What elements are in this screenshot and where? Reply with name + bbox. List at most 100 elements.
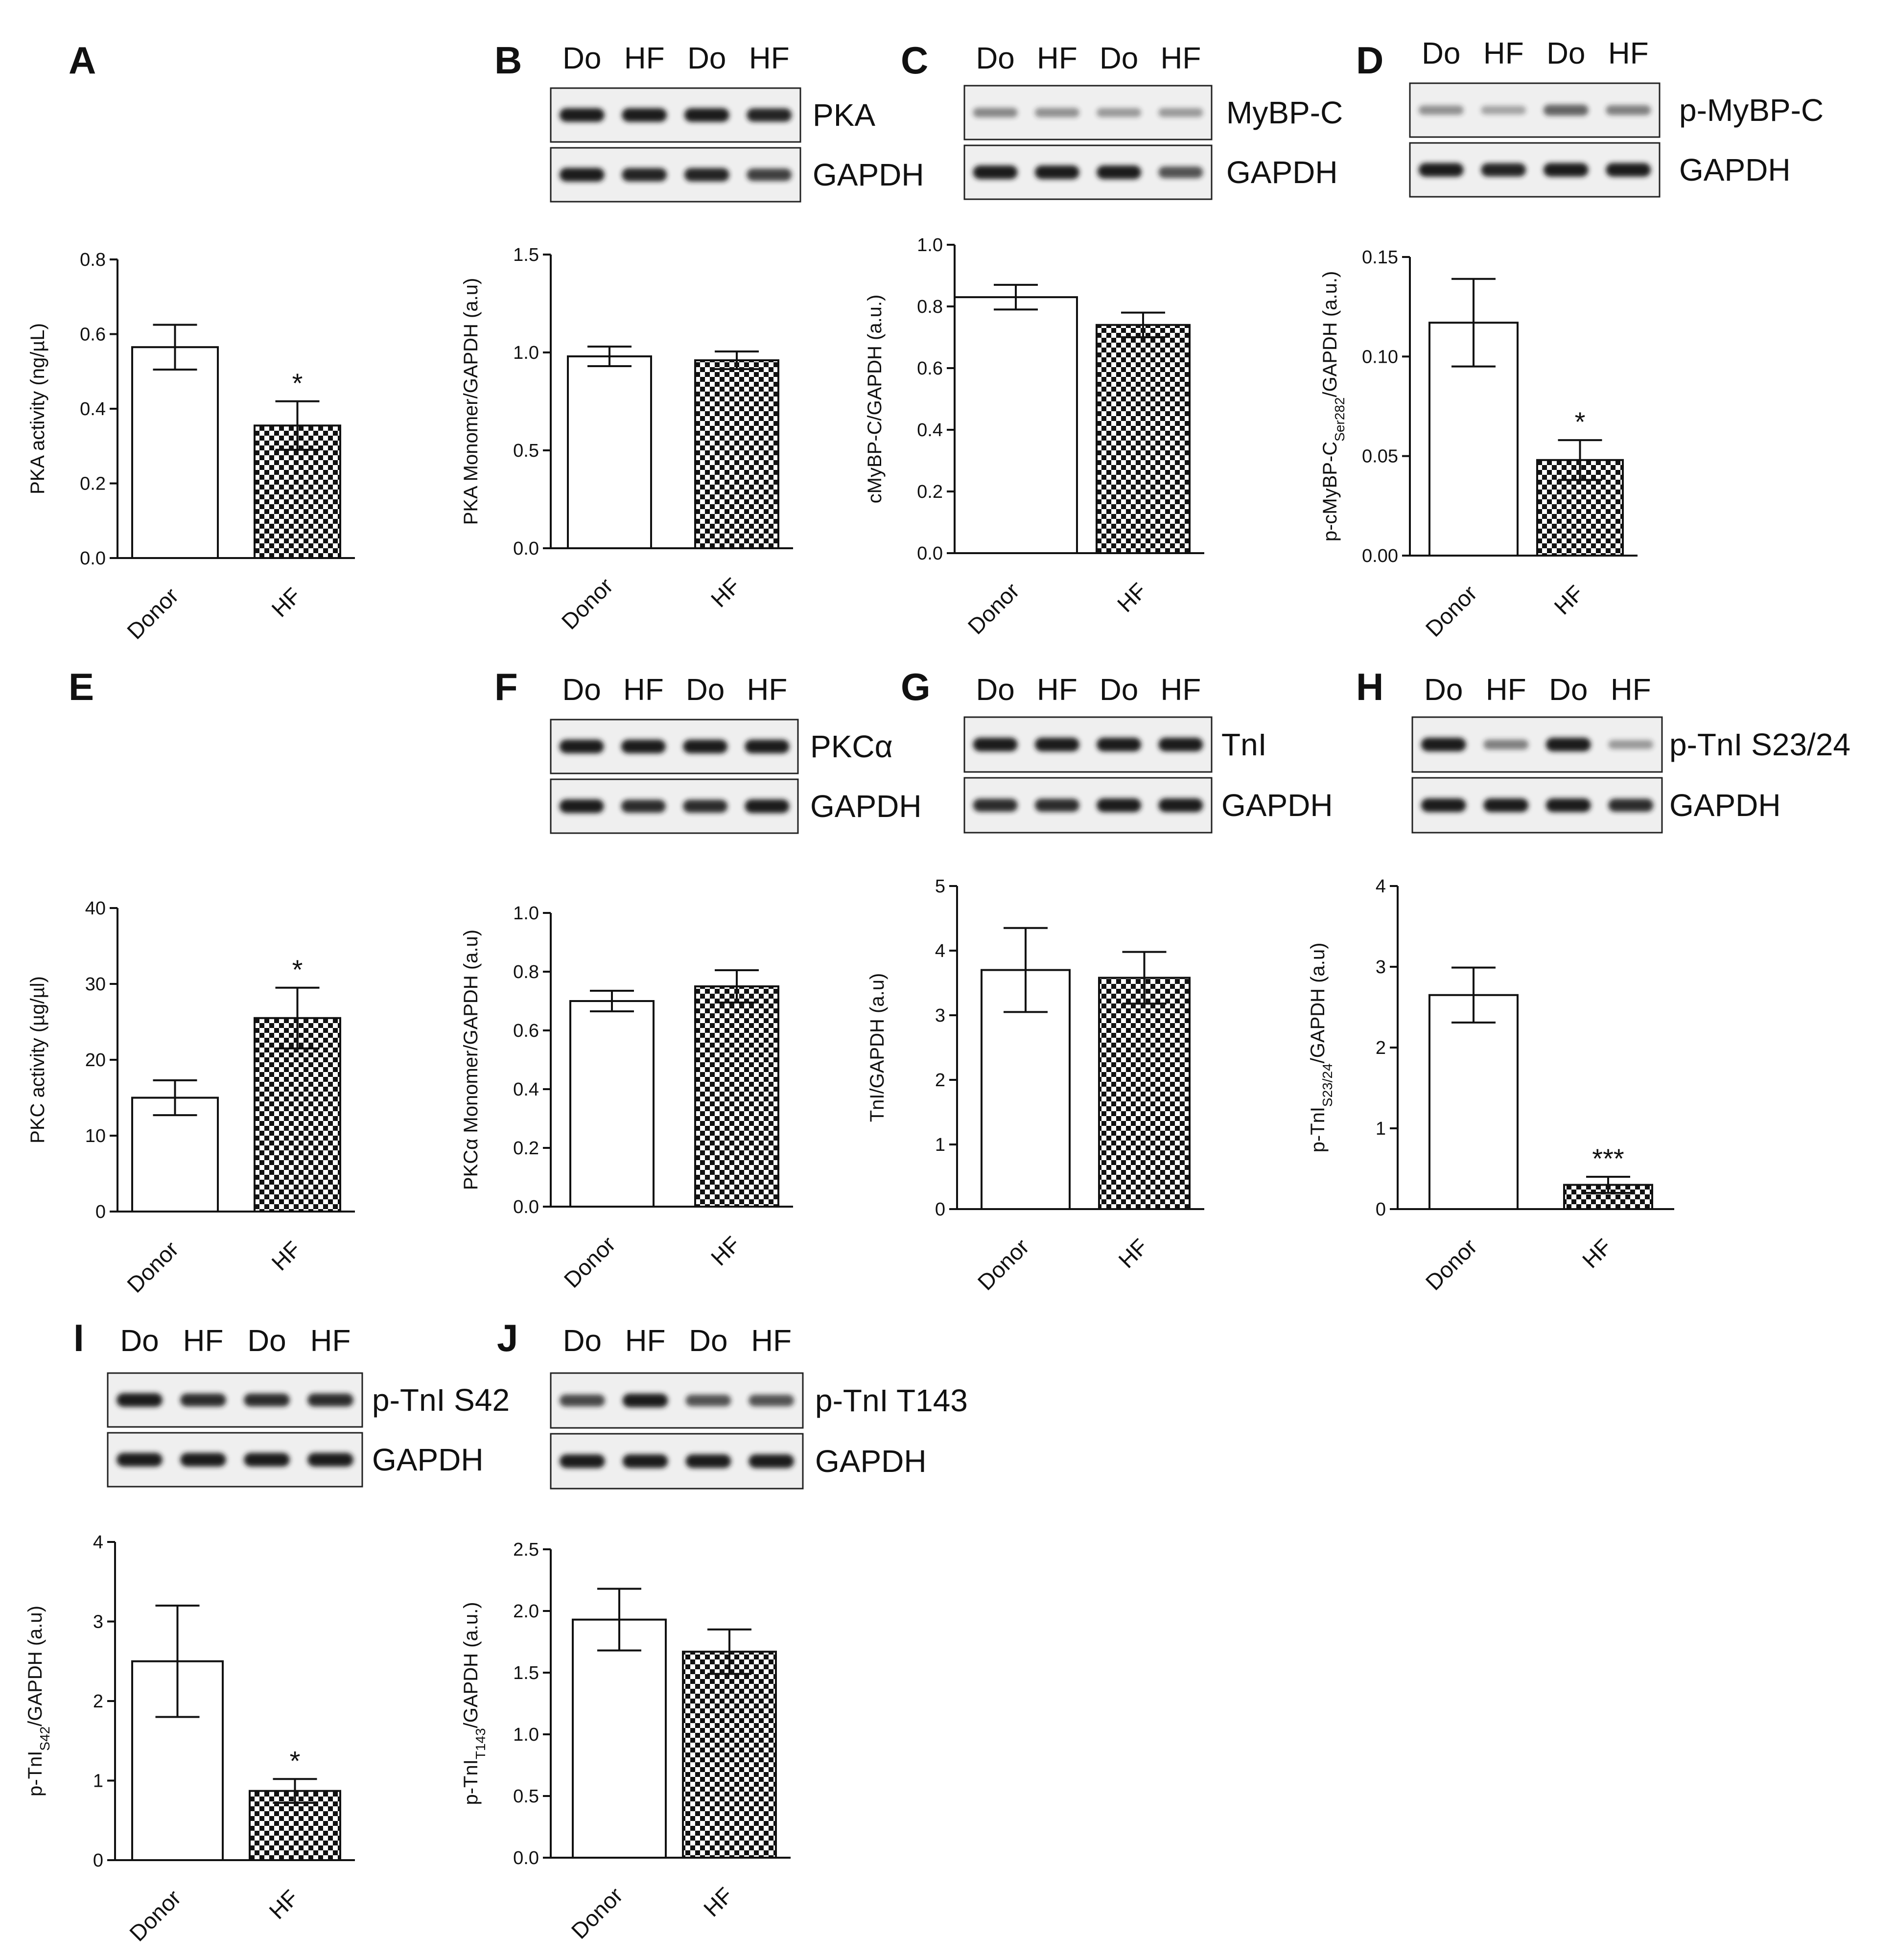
y-tick-label: 0.4 [917, 420, 943, 441]
blot-band [1158, 166, 1203, 178]
blot-band [749, 1454, 794, 1468]
panel-f: F Do HF Do HF PKCα GAPDH 0.0 0.2 0.4 0.6 0.8 1.0 PKCα… [460, 665, 922, 1293]
blot-row-label: GAPDH [1669, 788, 1781, 823]
lane-label: HF [625, 1324, 666, 1358]
y-tick-label: 2.0 [513, 1601, 539, 1622]
blot-band [307, 1453, 353, 1467]
blot-band [747, 108, 792, 122]
x-tick-label: Donor [973, 1234, 1034, 1295]
lane-label: HF [623, 673, 664, 707]
blot-row-label: GAPDH [815, 1444, 927, 1479]
blot-band [1421, 798, 1466, 812]
lane-label: HF [1161, 42, 1201, 75]
blot-band [973, 798, 1018, 812]
blot-band [1483, 798, 1529, 812]
blot-row-label: p-MyBP-C [1679, 93, 1824, 128]
lane-label: Do [689, 1324, 727, 1358]
blot-band [1418, 163, 1464, 177]
lane-label: Do [1424, 673, 1463, 707]
y-tick-label: 2 [1376, 1038, 1386, 1058]
x-tick-label: HF [1113, 1234, 1152, 1273]
bar-hf [1096, 324, 1191, 554]
y-tick-label: 3 [93, 1612, 103, 1633]
blot-row-label: MyBP-C [1226, 95, 1343, 130]
y-axis-title: p-cMyBP-CSer282/GAPDH (a.u.) [1319, 271, 1347, 542]
blot-band [683, 740, 728, 753]
lane-label: Do [563, 1324, 602, 1358]
y-tick-label: 0.2 [917, 482, 943, 502]
lane-label: Do [247, 1324, 286, 1358]
bar-hf [254, 1017, 341, 1213]
lane-label: HF [1037, 673, 1077, 707]
blot-band [745, 799, 790, 813]
y-axis-title: PKCα Monomer/GAPDH (a.u) [460, 930, 482, 1190]
blot-row-label: GAPDH [1679, 152, 1791, 187]
lane-label: HF [1161, 673, 1201, 707]
significance-marker: * [290, 1745, 301, 1776]
bar-chart-i: 0 1 2 3 4 p-TnIS42/GAPDH (a.u) Donor * HF [24, 1532, 355, 1946]
y-tick-label: 1.0 [513, 343, 539, 363]
x-tick-label: Donor [1421, 580, 1482, 641]
lane-label: HF [310, 1324, 351, 1358]
lane-label: HF [749, 42, 790, 75]
blot-band [559, 108, 605, 122]
blot-row-label: p-TnI T143 [815, 1383, 968, 1418]
blot-band [622, 1394, 668, 1407]
lane-label: HF [1611, 673, 1651, 707]
blot-band [621, 799, 666, 813]
panel-label-i: I [73, 1316, 84, 1359]
panel-e: E 0 10 20 30 40 PKC activity (µg/µl) Donor * HF [27, 665, 355, 1298]
lane-label: HF [1486, 673, 1526, 707]
blot-band [1034, 738, 1079, 751]
y-tick-label: 0.6 [917, 358, 943, 379]
panel-label-g: G [901, 665, 931, 708]
bar-donor [1428, 994, 1519, 1210]
x-tick-label: Donor [122, 1236, 183, 1297]
blot-band [1158, 738, 1203, 751]
lane-label: Do [562, 42, 601, 75]
bar-donor [572, 1618, 667, 1859]
lane-label: Do [686, 673, 725, 707]
y-tick-label: 5 [935, 876, 945, 897]
bar-chart-j: 0.0 0.5 1.0 1.5 2.0 2.5 p-TnIT143/GAPDH (a.u.)… [460, 1540, 791, 1944]
x-tick-label: Donor [1421, 1234, 1482, 1295]
x-tick-label: Donor [124, 1885, 186, 1946]
panel-a: A 0.0 0.2 0.4 0.6 0.8 PKA activity (ng/µL) Dono… [27, 39, 355, 644]
blot-band [244, 1453, 290, 1467]
lane-label: Do [562, 673, 601, 707]
panel-g: G Do HF Do HF TnI GAPDH 0 1 2 3 4 5 TnI/GAPDH (a.u) Do… [866, 665, 1333, 1295]
blot-band [749, 1395, 794, 1406]
significance-marker: * [1575, 406, 1586, 437]
x-tick-label: Donor [557, 573, 618, 634]
blot-band [1158, 798, 1203, 812]
blot-band [684, 108, 729, 122]
y-tick-label: 30 [85, 974, 106, 995]
y-tick-label: 2 [93, 1691, 103, 1712]
blot-band [1545, 738, 1591, 751]
y-tick-label: 3 [935, 1005, 945, 1026]
y-tick-label: 0.8 [917, 297, 943, 317]
lane-label: HF [183, 1324, 224, 1358]
blot-band [1483, 739, 1529, 750]
bar-hf [682, 1651, 777, 1859]
blot-row-label: p-TnI S23/24 [1669, 727, 1850, 762]
western-blot-i: Do HF Do HF p-TnI S42 GAPDH [107, 1324, 510, 1488]
x-tick-label: HF [1577, 1234, 1616, 1273]
y-axis-title: PKC activity (µg/µl) [27, 976, 48, 1143]
y-tick-label: 0.5 [513, 441, 539, 461]
y-tick-label: 1.0 [513, 1725, 539, 1745]
x-tick-label: HF [706, 1231, 745, 1270]
y-tick-label: 0.6 [513, 1021, 539, 1041]
blot-band [1481, 163, 1526, 177]
blot-band [1097, 738, 1142, 751]
y-axis-title: p-TnIT143/GAPDH (a.u.) [460, 1602, 488, 1805]
significance-marker: * [292, 954, 303, 985]
y-tick-label: 0.4 [80, 399, 106, 420]
blot-band [622, 168, 667, 182]
bar-chart-b: 0.0 0.5 1.0 1.5 PKA Monomer/GAPDH (a.u) Donor… [460, 245, 793, 634]
blot-row-label: GAPDH [813, 157, 924, 192]
blot-band [683, 799, 728, 813]
blot-band [559, 168, 605, 182]
y-tick-label: 0.5 [513, 1786, 539, 1807]
y-tick-label: 2.5 [513, 1540, 539, 1560]
